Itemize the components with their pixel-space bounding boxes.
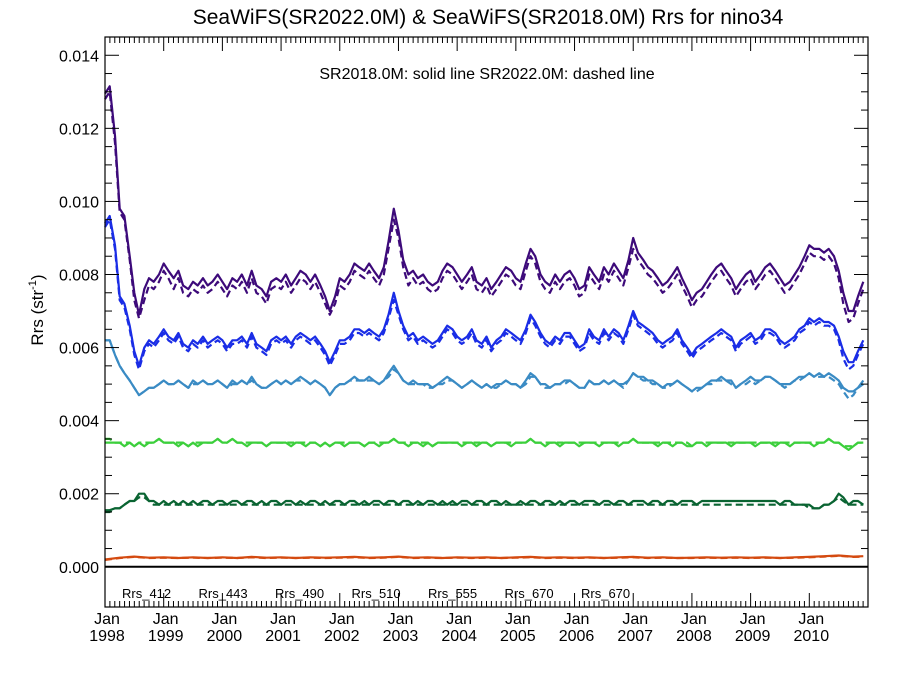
x-tick-label-year: 2004 xyxy=(441,628,477,645)
x-tick-label-year: 2002 xyxy=(324,628,360,645)
y-axis-label-main: Rrs (str xyxy=(28,290,47,346)
legend: Rrs_412 Rrs_443 Rrs_490 Rrs_510 Rrs_555 Rrs_6… xyxy=(122,586,630,601)
x-tick-label-month: Jan xyxy=(798,611,824,628)
x-tick-label-month: Jan xyxy=(153,611,179,628)
x-tick-label-month: Jan xyxy=(329,611,355,628)
plot-area xyxy=(104,85,868,568)
x-tick-label-month: Jan xyxy=(564,611,590,628)
chart-subtitle: SR2018.0M: solid line SR2022.0M: dashed … xyxy=(319,66,654,83)
x-tick-label-month: Jan xyxy=(211,611,237,628)
series-line-rrs-670-dashed xyxy=(104,554,864,561)
x-tick-label-month: Jan xyxy=(681,611,707,628)
legend-item-rrs-670: Rrs_670 xyxy=(581,586,630,601)
x-tick-label-year: 2009 xyxy=(735,628,771,645)
series-line-rrs-412-dashed xyxy=(104,90,865,324)
y-tick-label: 0.002 xyxy=(59,487,99,504)
legend-item-rrs-443: Rrs_443 xyxy=(199,586,248,601)
y-tick-label: 0.014 xyxy=(59,48,99,65)
x-tick-label-year: 1998 xyxy=(89,628,125,645)
y-axis-label-exponent: -1 xyxy=(27,280,39,290)
y-axis-label: Rrs (str-1) xyxy=(27,274,47,345)
series-line-rrs-555-solid xyxy=(105,492,864,512)
x-tick-label-month: Jan xyxy=(446,611,472,628)
series-line-rrs-443-dashed xyxy=(104,218,865,371)
legend-item-rrs-555: Rrs_555 xyxy=(428,586,477,601)
x-tick-label-year: 2005 xyxy=(500,628,536,645)
legend-item-rrs-412: Rrs_412 xyxy=(122,586,171,601)
y-tick-label: 0.008 xyxy=(59,268,99,285)
x-tick-label-month: Jan xyxy=(94,611,120,628)
series-line-rrs-510-dashed xyxy=(105,437,864,448)
x-tick-label-year: 2006 xyxy=(559,628,595,645)
x-tick-label-year: 1999 xyxy=(148,628,184,645)
x-tick-label-month: Jan xyxy=(622,611,648,628)
x-tick-label-year: 2000 xyxy=(207,628,243,645)
chart-title: SeaWiFS(SR2022.0M) & SeaWiFS(SR2018.0M) … xyxy=(193,6,784,29)
legend-item-rrs-670: Rrs_670 xyxy=(505,586,554,601)
x-tick-label-year: 2003 xyxy=(383,628,419,645)
series-line-rrs-443-solid xyxy=(104,214,865,367)
x-tick-label-year: 2001 xyxy=(265,628,301,645)
y-axis-label-close: ) xyxy=(28,274,47,280)
y-tick-label: 0.006 xyxy=(59,341,99,358)
series-line-rrs-412-solid xyxy=(104,85,865,316)
axes-frame xyxy=(104,36,869,608)
series-line-rrs-555-dashed xyxy=(105,496,864,514)
x-tick-label-month: Jan xyxy=(270,611,296,628)
x-tick-label-month: Jan xyxy=(505,611,531,628)
x-tick-label-month: Jan xyxy=(740,611,766,628)
x-tick-label-year: 2007 xyxy=(617,628,653,645)
y-tick-label: 0.000 xyxy=(59,560,99,577)
y-tick-label: 0.012 xyxy=(59,121,99,138)
legend-item-rrs-510: Rrs_510 xyxy=(352,586,401,601)
series-line-rrs-490-solid xyxy=(105,339,865,397)
legend-item-rrs-490: Rrs_490 xyxy=(275,586,324,601)
series-line-rrs-490-dashed xyxy=(105,339,864,400)
x-tick-label-month: Jan xyxy=(388,611,414,628)
axes: 0.000 0.002 0.004 0.006 0.008 0.010 0.012 0.014… xyxy=(59,36,869,645)
x-tick-label-year: 2010 xyxy=(794,628,830,645)
y-tick-label: 0.010 xyxy=(59,194,99,211)
y-tick-label: 0.004 xyxy=(59,414,99,431)
x-tick-label-year: 2008 xyxy=(676,628,712,645)
